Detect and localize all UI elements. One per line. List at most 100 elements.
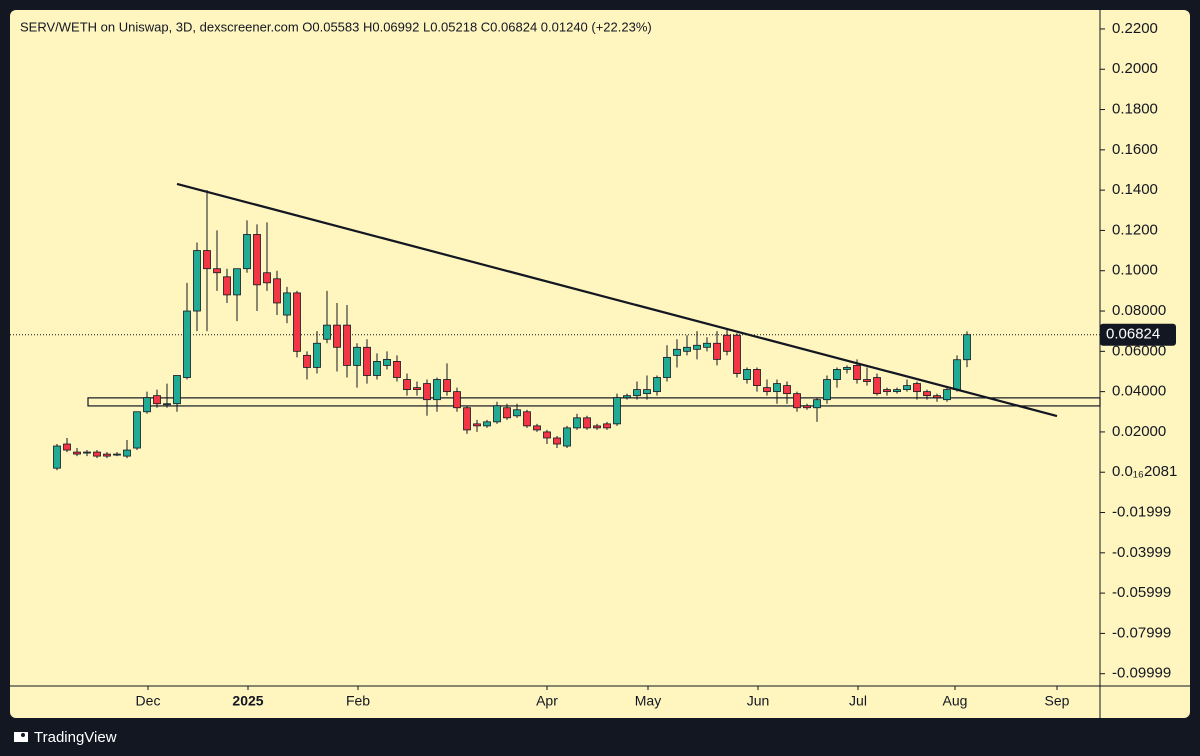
candle-body: [803, 405, 811, 409]
candle-body: [483, 421, 491, 427]
candle-body: [283, 292, 291, 316]
candle-body: [893, 389, 901, 393]
candle-body: [653, 377, 661, 393]
candle-body: [873, 377, 881, 395]
y-tick-label: 0.1600: [1112, 141, 1158, 158]
candle-body: [183, 310, 191, 378]
candle-body: [253, 234, 261, 286]
candle-body: [373, 360, 381, 376]
candle-body: [333, 324, 341, 348]
candle-body: [633, 389, 641, 397]
last-price-box: [1100, 323, 1176, 346]
candle-body: [723, 334, 731, 352]
y-tick-label: 0.0₁₆2081: [1112, 463, 1177, 480]
candle-body: [343, 324, 351, 366]
candle-body: [313, 342, 321, 368]
candle-body: [543, 431, 551, 439]
x-tick-label: Jul: [849, 693, 867, 709]
candle-body: [733, 334, 741, 374]
x-tick-label: Apr: [536, 693, 558, 709]
y-tick-label: -0.05999: [1112, 584, 1171, 601]
x-tick-label: May: [635, 693, 661, 709]
candle-body: [453, 391, 461, 409]
candle-body: [793, 393, 801, 409]
y-tick-label: 0.2200: [1112, 20, 1158, 37]
candle-body: [143, 397, 151, 413]
candle-body: [693, 344, 701, 350]
candle-body: [673, 348, 681, 356]
x-tick-label: Dec: [136, 693, 161, 709]
last-price-label: 0.06824: [1106, 326, 1160, 343]
candle-body: [603, 423, 611, 429]
candle-body: [753, 369, 761, 386]
footer-brand: TradingView: [34, 729, 117, 746]
y-tick-label: -0.03999: [1112, 544, 1171, 561]
y-tick-label: 0.04000: [1112, 383, 1166, 400]
candle-body: [433, 379, 441, 401]
candle-body: [103, 453, 111, 457]
candle-body: [163, 403, 171, 406]
candle-body: [323, 324, 331, 340]
candle-body: [823, 379, 831, 401]
candle-body: [113, 453, 121, 456]
candle-body: [533, 425, 541, 431]
candle-body: [423, 383, 431, 401]
support-zone: [87, 397, 1101, 407]
y-tick-label: 0.2000: [1112, 60, 1158, 77]
candle-body: [443, 379, 451, 393]
x-tick-label: Jun: [747, 693, 770, 709]
candle-body: [703, 342, 711, 348]
y-tick-label: 0.1400: [1112, 181, 1158, 198]
chart-title: SERV/WETH on Uniswap, 3D, dexscreener.co…: [20, 19, 652, 34]
candle-body: [353, 346, 361, 366]
candle-body: [683, 346, 691, 352]
candle-body: [903, 385, 911, 391]
candle-body: [403, 379, 411, 391]
candle-body: [203, 250, 211, 270]
candle-body: [233, 268, 241, 296]
candle-body: [393, 360, 401, 378]
candle-body: [493, 405, 501, 423]
candle-body: [93, 451, 101, 457]
x-tick-label: Aug: [943, 693, 968, 709]
logo-mark: [14, 732, 28, 742]
candle-body: [593, 425, 601, 429]
y-tick-label: -0.07999: [1112, 624, 1171, 641]
y-tick-label: 0.02000: [1112, 423, 1166, 440]
candle-body: [943, 389, 951, 401]
tradingview-logo: [14, 732, 28, 742]
trendline: [176, 182, 1058, 418]
x-tick-label: Sep: [1045, 693, 1070, 709]
candle-body: [383, 358, 391, 366]
candle-body: [513, 409, 521, 417]
candle-body: [563, 427, 571, 447]
y-tick-label: -0.01999: [1112, 503, 1171, 520]
candle-body: [83, 451, 91, 454]
candle-body: [123, 449, 131, 457]
candle-body: [883, 389, 891, 393]
candle-body: [503, 407, 511, 419]
candle-body: [833, 369, 841, 380]
candle-body: [573, 417, 581, 429]
candle-body: [583, 417, 591, 429]
candle-body: [643, 389, 651, 395]
candle-body: [843, 367, 851, 370]
candle-body: [813, 399, 821, 409]
candle-body: [963, 334, 971, 361]
y-tick-label: 0.08000: [1112, 302, 1166, 319]
candle-body: [953, 359, 961, 391]
candle-body: [783, 385, 791, 395]
candle-body: [523, 411, 531, 427]
candle-body: [173, 375, 181, 405]
candle-body: [133, 411, 141, 449]
x-tick-label: 2025: [232, 693, 263, 709]
candle-body: [73, 451, 81, 455]
candle-body: [293, 292, 301, 352]
candle-body: [553, 437, 561, 445]
candle-body: [743, 369, 751, 380]
candle-body: [613, 397, 621, 425]
candle-body: [863, 379, 871, 382]
candle-body: [933, 395, 941, 399]
y-tick-label: 0.1200: [1112, 221, 1158, 238]
